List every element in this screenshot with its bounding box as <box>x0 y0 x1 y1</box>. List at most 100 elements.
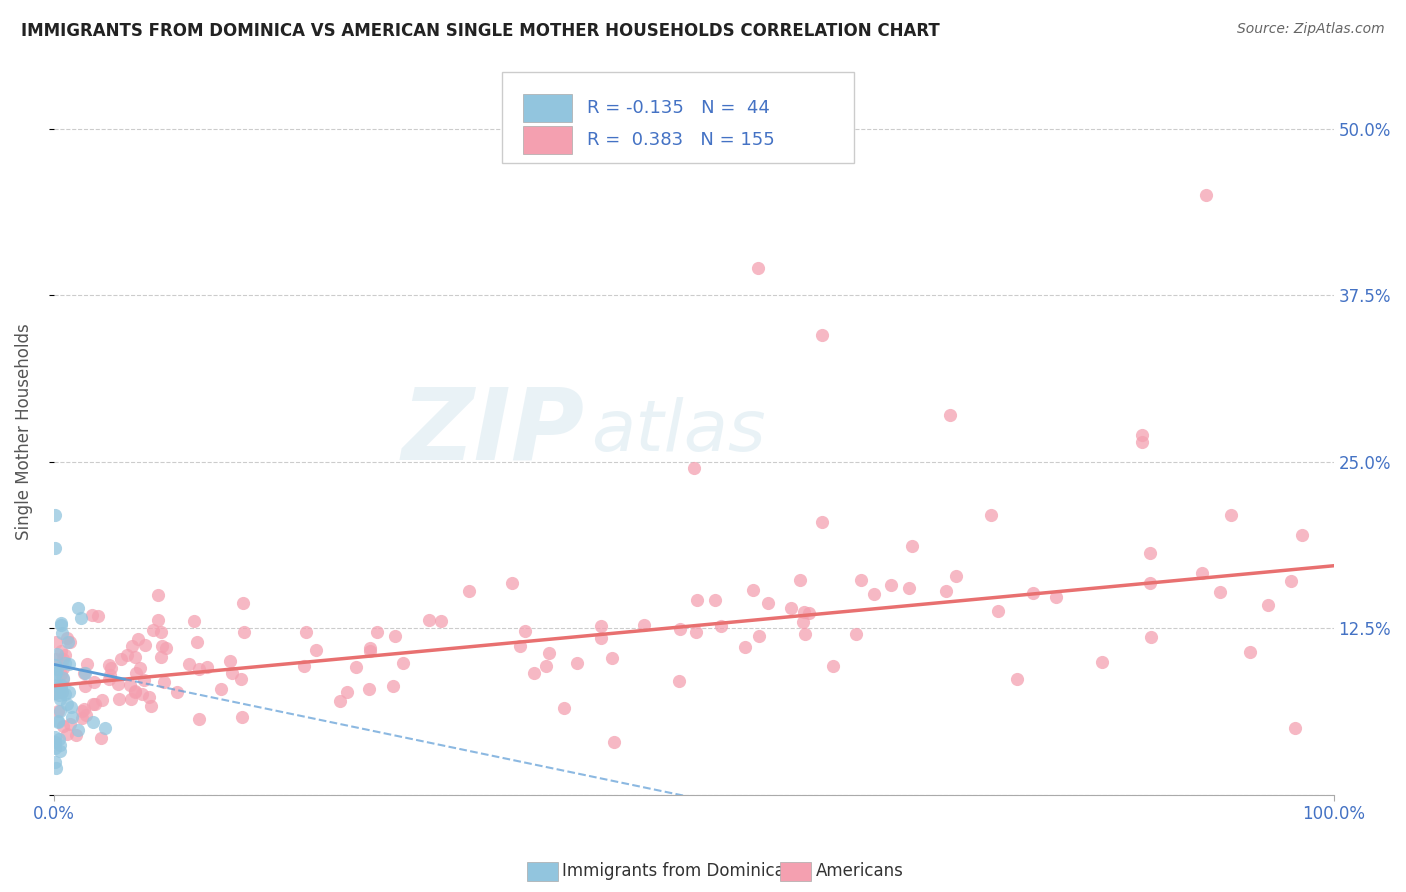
Point <box>797 606 820 620</box>
Point <box>128 661 150 675</box>
Point <box>1091 655 1114 669</box>
Point <box>46 714 69 728</box>
Point <box>49 618 72 632</box>
Point <box>600 651 623 665</box>
Point <box>75 707 97 722</box>
Point <box>1194 188 1216 202</box>
Point <box>83 698 105 712</box>
Point <box>177 657 200 672</box>
Point <box>48 688 70 702</box>
Text: ZIP: ZIP <box>402 384 585 480</box>
Point <box>567 656 589 670</box>
Point <box>509 640 531 654</box>
Point <box>1209 585 1232 599</box>
Point <box>336 685 359 699</box>
Text: Source: ZipAtlas.com: Source: ZipAtlas.com <box>1237 22 1385 37</box>
FancyBboxPatch shape <box>523 127 572 154</box>
Point <box>747 261 769 276</box>
Point <box>384 629 406 643</box>
Point <box>72 711 94 725</box>
Point <box>513 624 536 639</box>
Point <box>139 698 162 713</box>
Point <box>810 328 832 343</box>
Point <box>49 692 72 706</box>
Point <box>48 731 70 746</box>
Point <box>48 714 70 729</box>
Point <box>49 681 72 695</box>
Point <box>44 741 66 756</box>
Point <box>183 614 205 628</box>
Point <box>756 596 779 610</box>
Point <box>685 625 707 640</box>
Point <box>742 583 765 598</box>
Point <box>94 722 117 736</box>
Point <box>980 508 1002 522</box>
Point <box>65 728 87 742</box>
Point <box>115 648 138 662</box>
Point <box>44 508 66 522</box>
Point <box>48 743 70 757</box>
Point <box>591 632 613 646</box>
Point <box>188 712 211 726</box>
Point <box>44 666 66 681</box>
Point <box>52 672 75 686</box>
Point <box>44 735 66 749</box>
Point <box>1139 576 1161 591</box>
Point <box>80 607 103 622</box>
Point <box>938 408 960 422</box>
Point <box>794 627 817 641</box>
Point <box>710 619 733 633</box>
Point <box>52 651 75 665</box>
Point <box>359 681 381 696</box>
Point <box>49 667 72 681</box>
Point <box>292 659 315 673</box>
Point <box>148 588 170 602</box>
Point <box>186 634 208 648</box>
Text: Immigrants from Dominica: Immigrants from Dominica <box>562 863 785 880</box>
Point <box>110 652 132 666</box>
Point <box>221 666 243 681</box>
Text: R =  0.383   N = 155: R = 0.383 N = 155 <box>588 131 775 149</box>
Point <box>945 568 967 582</box>
Point <box>45 651 67 665</box>
Point <box>553 701 575 715</box>
Point <box>430 614 453 628</box>
Point <box>344 659 367 673</box>
Point <box>1130 428 1153 442</box>
Y-axis label: Single Mother Households: Single Mother Households <box>15 324 32 541</box>
Point <box>56 697 79 711</box>
Point <box>124 685 146 699</box>
Point <box>603 735 626 749</box>
Point <box>49 739 72 753</box>
Point <box>82 714 104 729</box>
Text: Americans: Americans <box>815 863 903 880</box>
Point <box>131 687 153 701</box>
Point <box>1220 508 1243 522</box>
Point <box>53 648 76 662</box>
Point <box>120 692 142 706</box>
Point <box>46 662 69 676</box>
Point <box>305 643 328 657</box>
Point <box>108 691 131 706</box>
Point <box>56 635 79 649</box>
Point <box>73 666 96 681</box>
Point <box>44 755 66 769</box>
Point <box>59 635 82 649</box>
Point <box>45 635 67 649</box>
Point <box>987 604 1010 618</box>
Point <box>83 675 105 690</box>
Point <box>58 657 80 671</box>
FancyBboxPatch shape <box>523 94 572 121</box>
Point <box>49 644 72 658</box>
Point <box>1045 591 1067 605</box>
Point <box>821 659 844 673</box>
Point <box>58 685 80 699</box>
Point <box>72 702 94 716</box>
Point <box>46 647 69 661</box>
Point <box>56 631 79 645</box>
Point <box>125 666 148 681</box>
FancyBboxPatch shape <box>502 72 853 163</box>
Point <box>67 723 90 737</box>
Point <box>52 719 75 733</box>
Point <box>86 608 108 623</box>
